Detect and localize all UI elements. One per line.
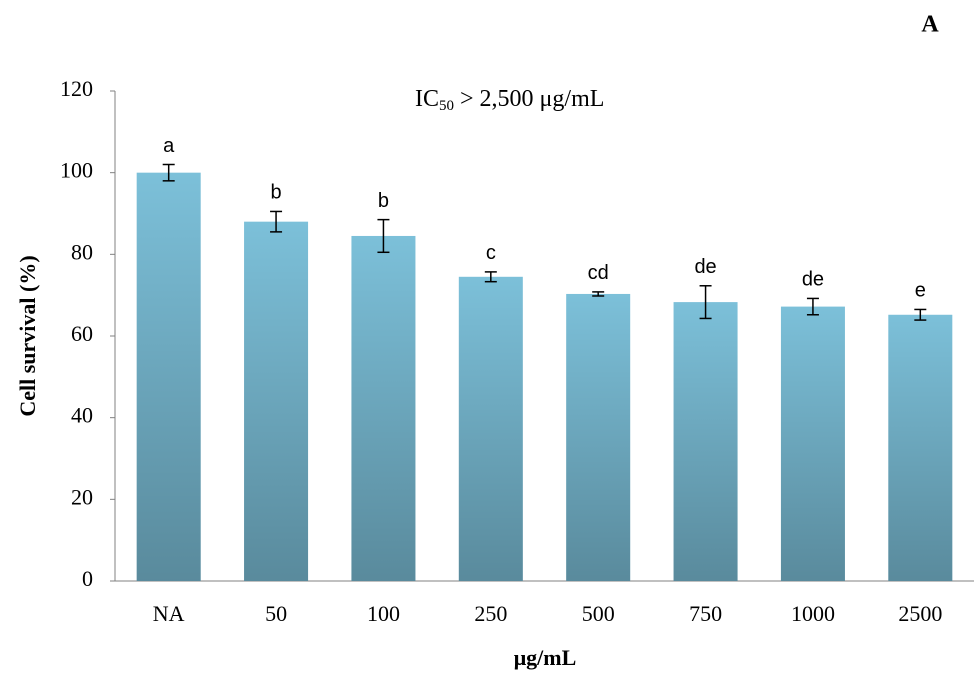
- panel-label: A: [921, 12, 939, 38]
- significance-letter: de: [802, 269, 824, 291]
- y-tick-label: 0: [82, 566, 93, 591]
- y-tick-label: 20: [71, 484, 93, 509]
- x-tick-label: 50: [265, 601, 287, 626]
- x-axis-label: μg/mL: [514, 645, 577, 670]
- bar-shade: [351, 236, 415, 581]
- significance-letter: cd: [588, 262, 609, 284]
- bar-shade: [566, 294, 630, 581]
- x-tick-label: 250: [474, 601, 507, 626]
- bar-shade: [781, 307, 845, 581]
- y-tick-label: 40: [71, 403, 93, 428]
- bar-shade: [888, 315, 952, 581]
- significance-letter: b: [271, 182, 282, 204]
- bar-shade: [244, 222, 308, 581]
- y-tick-label: 120: [60, 76, 93, 101]
- x-tick-label: 750: [689, 601, 722, 626]
- y-tick-label: 80: [71, 239, 93, 264]
- title-main: IC: [415, 86, 439, 112]
- x-tick-label: 500: [582, 601, 615, 626]
- x-tick-label: 2500: [898, 601, 942, 626]
- x-tick-label: 1000: [791, 601, 835, 626]
- significance-letter: e: [915, 280, 926, 302]
- y-tick-label: 100: [60, 158, 93, 183]
- y-axis-label: Cell survival (%): [15, 255, 40, 416]
- chart-title: IC50 > 2,500 μg/mL: [415, 86, 604, 115]
- title-tail: > 2,500 μg/mL: [454, 86, 604, 112]
- x-tick-label: 100: [367, 601, 400, 626]
- x-tick-label: NA: [153, 601, 185, 626]
- bar-shade: [137, 173, 201, 581]
- bar-shade: [674, 302, 738, 581]
- significance-letter: de: [694, 256, 716, 278]
- significance-letter: a: [163, 135, 175, 157]
- chart: A IC50 > 2,500 μg/mL μg/mL Cell survival…: [0, 0, 974, 675]
- significance-letter: c: [486, 242, 496, 264]
- y-tick-label: 60: [71, 321, 93, 346]
- bar-shade: [459, 277, 523, 581]
- title-sub: 50: [439, 98, 454, 114]
- significance-letter: b: [378, 190, 389, 212]
- error-bar: [592, 292, 604, 296]
